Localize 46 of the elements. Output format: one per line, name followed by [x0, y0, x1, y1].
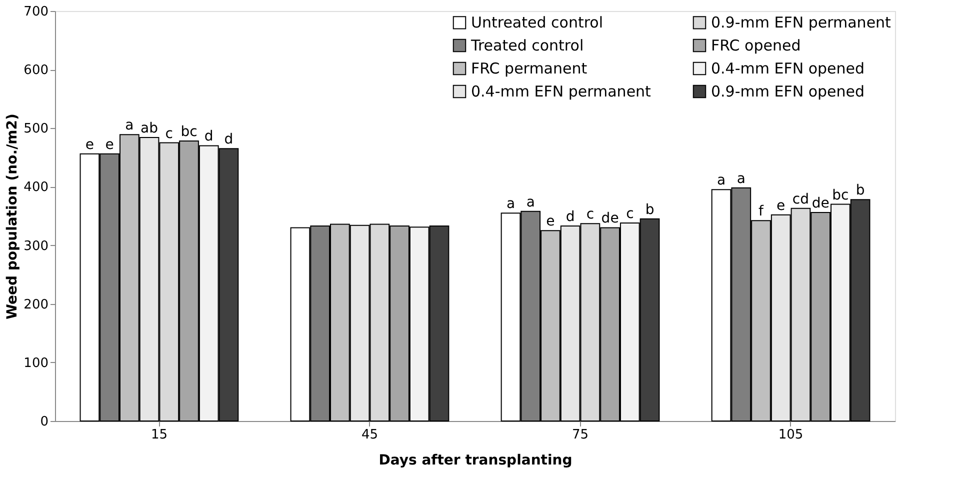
y-tick-label: 500 — [24, 122, 48, 137]
legend-label: FRC opened — [711, 36, 801, 54]
legend-label: Treated control — [470, 36, 584, 54]
legend-label: 0.9-mm EFN opened — [711, 82, 865, 100]
data-label: a — [506, 196, 516, 212]
y-tick-label: 400 — [24, 180, 48, 196]
legend-label: 0.4-mm EFN permanent — [471, 82, 652, 100]
data-label: a — [716, 172, 726, 189]
y-tick-label: 700 — [24, 4, 48, 20]
x-tick-label: 15 — [150, 428, 168, 442]
data-label: d — [204, 128, 214, 145]
data-label: d — [224, 132, 234, 148]
y-tick-label: 0 — [40, 414, 48, 430]
legend-label: FRC permanent — [471, 60, 588, 78]
y-tick-label: 300 — [24, 238, 48, 254]
data-label: e — [105, 136, 114, 153]
data-label: cd — [792, 191, 810, 208]
data-label: c — [586, 206, 594, 223]
data-label: a — [526, 194, 535, 210]
legend-label: 0.4-mm EFN opened — [711, 60, 865, 78]
data-label: c — [626, 206, 634, 222]
x-tick-label: 105 — [778, 428, 804, 442]
y-tick-label: 100 — [24, 356, 48, 371]
data-label: bc — [180, 124, 198, 140]
data-label: c — [165, 126, 173, 142]
data-label: ab — [140, 120, 158, 137]
legend-label: Untreated control — [471, 14, 604, 32]
data-label: f — [758, 204, 765, 220]
data-label: e — [85, 136, 94, 153]
data-label: a — [125, 118, 134, 134]
data-label: e — [776, 198, 786, 214]
data-label: b — [645, 202, 654, 218]
x-tick-label: 45 — [361, 428, 378, 442]
x-axis-title: Days after transplanting — [378, 452, 572, 468]
x-tick-label: 75 — [572, 428, 589, 442]
data-label: de — [812, 195, 830, 212]
legend-label: 0.9-mm EFN permanent — [711, 14, 892, 32]
y-tick-label: 600 — [24, 63, 48, 78]
data-label: de — [601, 210, 619, 227]
data-label: d — [566, 208, 575, 225]
y-axis-title: Weed population (no./m2) — [4, 114, 21, 320]
y-tick-label: 200 — [24, 297, 48, 312]
data-label: a — [736, 170, 746, 187]
data-label: bc — [832, 187, 849, 204]
data-label: e — [546, 214, 555, 230]
data-label: b — [856, 182, 865, 199]
